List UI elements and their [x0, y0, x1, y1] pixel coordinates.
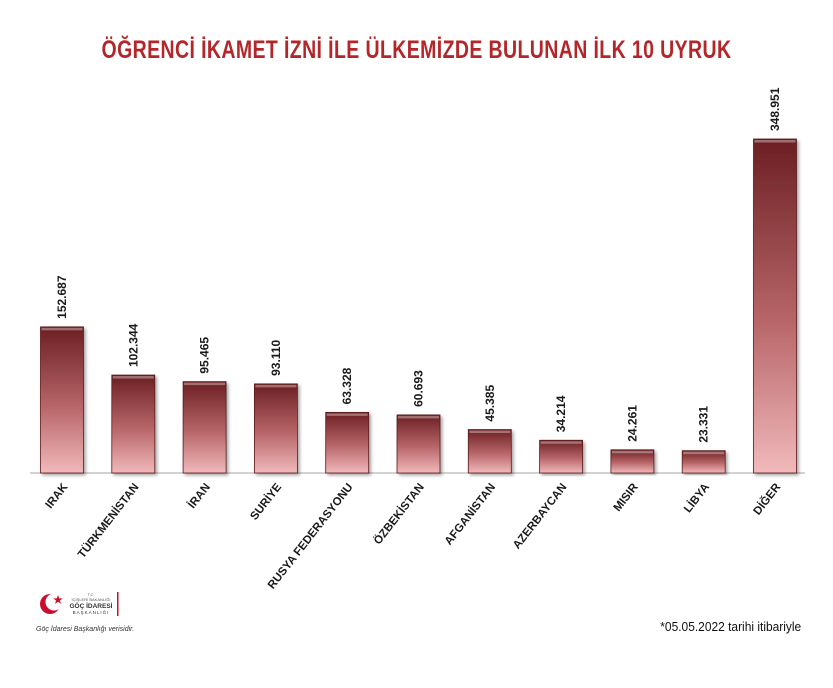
bar-5	[396, 414, 441, 474]
value-label-4: 63.328	[340, 367, 354, 404]
value-label-8: 24.261	[625, 405, 639, 442]
bar-highlight-3	[255, 384, 297, 388]
crescent-star-icon	[40, 593, 63, 614]
bar-10	[753, 138, 797, 474]
category-label-0: IRAK	[44, 481, 71, 511]
category-label-7: AZERBAYCAN	[511, 481, 569, 551]
bar-3	[253, 383, 298, 474]
logo-line-presidency: BAŞKANLIĞI	[73, 609, 110, 615]
logo-line-name: GÖÇ İDARESİ	[70, 601, 113, 610]
category-label-6: AFGANİSTAN	[442, 481, 498, 548]
bar-4	[325, 411, 370, 474]
bar-highlight-9	[683, 451, 725, 455]
bar-highlight-1	[112, 376, 154, 379]
bar-0	[40, 326, 84, 474]
value-label-0: 152.687	[55, 275, 69, 319]
category-label-5: ÖZBEKİSTAN	[371, 481, 427, 547]
value-label-1: 102.344	[126, 323, 140, 367]
category-label-9: LİBYA	[681, 481, 712, 515]
logo-line-tc: T.C.	[87, 592, 94, 597]
value-label-7: 34.214	[554, 395, 568, 432]
bar-7	[539, 439, 583, 474]
value-label-2: 95.465	[198, 337, 212, 374]
value-label-3: 93.110	[269, 340, 283, 376]
bar-highlight-5	[398, 415, 439, 419]
bar-highlight-4	[326, 413, 368, 416]
category-label-2: İRAN	[185, 481, 213, 511]
chart-title: ÖĞRENCİ İKAMET İZNİ İLE ÜLKEMİZDE BULUNA…	[101, 36, 732, 64]
bar-9	[681, 450, 726, 474]
logo-line-ministry: İÇİŞLERİ BAKANLIĞI	[72, 597, 111, 602]
bar-highlight-7	[540, 441, 582, 444]
bar-highlight-10	[754, 140, 796, 143]
value-label-6: 45.385	[483, 385, 497, 422]
logo: T.C. İÇİŞLERİ BAKANLIĞI GÖÇ İDARESİ BAŞK…	[36, 590, 186, 640]
bar-highlight-6	[469, 430, 511, 434]
category-label-4: RUSYA FEDERASYONU	[266, 481, 356, 591]
data-date-note: *05.05.2022 tarihi itibariyle	[660, 619, 801, 634]
category-label-1: TÜRKMENİSTAN	[75, 481, 141, 561]
value-label-5: 60.693	[412, 370, 426, 407]
bar-2	[182, 381, 227, 474]
bar-highlight-0	[41, 327, 83, 331]
bar-6	[467, 429, 512, 474]
category-label-10: DİĞER	[751, 480, 784, 517]
bar-highlight-8	[611, 450, 653, 454]
value-label-9: 23.331	[697, 406, 711, 443]
logo-divider	[117, 592, 119, 616]
value-label-10: 348.951	[768, 87, 782, 131]
logo-tagline: Göç İdaresi Başkanlığı verisidir.	[36, 625, 134, 633]
category-label-8: MISIR	[612, 481, 642, 514]
bar-highlight-2	[184, 382, 226, 386]
bar-8	[610, 449, 655, 474]
category-label-3: SURİYE	[248, 481, 285, 523]
bar-1	[111, 374, 156, 474]
